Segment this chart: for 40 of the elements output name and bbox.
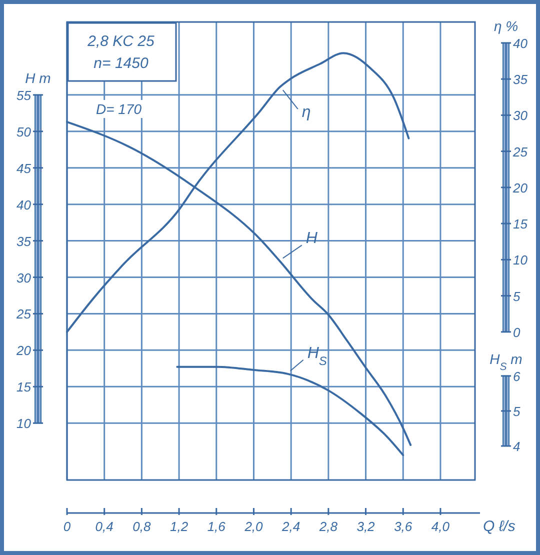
y3-tick-label: 5 <box>513 404 521 419</box>
y-tick-label: 45 <box>16 160 32 176</box>
y2-axis-title: η % <box>494 18 518 34</box>
y2-tick-label: 25 <box>512 144 528 160</box>
x-tick-label: 4,0 <box>431 519 450 534</box>
y-tick-label: 30 <box>16 270 32 286</box>
x-tick-label: 2,4 <box>281 519 300 534</box>
x-axis-title: Q ℓ/s <box>483 518 516 535</box>
x-tick-label: 0 <box>63 519 72 534</box>
line-series <box>176 366 404 456</box>
x-tick-label: 3,2 <box>356 519 376 534</box>
annotation: D= 170 <box>96 101 142 117</box>
y-tick-label: 35 <box>16 234 32 249</box>
y2-tick-label: 20 <box>512 180 528 196</box>
x-tick-label: 2,0 <box>244 519 264 534</box>
y2-tick-label: 10 <box>513 252 528 268</box>
y3-tick-label: 4 <box>513 439 520 454</box>
x-tick-label: 1,6 <box>207 519 226 534</box>
y-tick-label: 10 <box>16 416 32 432</box>
y2-tick-label: 5 <box>513 288 521 304</box>
y2-tick-label: 40 <box>513 36 528 51</box>
y2-tick-label: 35 <box>513 72 528 88</box>
y2-tick-label: 30 <box>513 108 528 124</box>
annotation: n= 1450 <box>94 55 149 72</box>
y-tick-label: 25 <box>16 306 32 322</box>
y2-tick-label: 15 <box>513 216 528 232</box>
y-tick-label: 15 <box>16 380 32 395</box>
x-tick-label: 3,6 <box>394 519 413 534</box>
x-tick-label: 0,8 <box>132 519 152 534</box>
y-tick-label: 20 <box>16 343 32 358</box>
x-tick-label: 1,2 <box>170 519 189 534</box>
y-tick-label: 40 <box>16 197 32 212</box>
y2-tick-label: 0 <box>513 324 521 340</box>
y-tick-label: 55 <box>16 88 32 103</box>
y-axis-title: H m <box>25 70 52 86</box>
x-tick-label: 2,8 <box>318 519 338 534</box>
x-tick-label: 0,4 <box>95 519 114 534</box>
y-tick-label: 50 <box>16 124 32 140</box>
annotation: 2,8 KC 25 <box>86 33 156 50</box>
series-label: η <box>302 104 311 122</box>
